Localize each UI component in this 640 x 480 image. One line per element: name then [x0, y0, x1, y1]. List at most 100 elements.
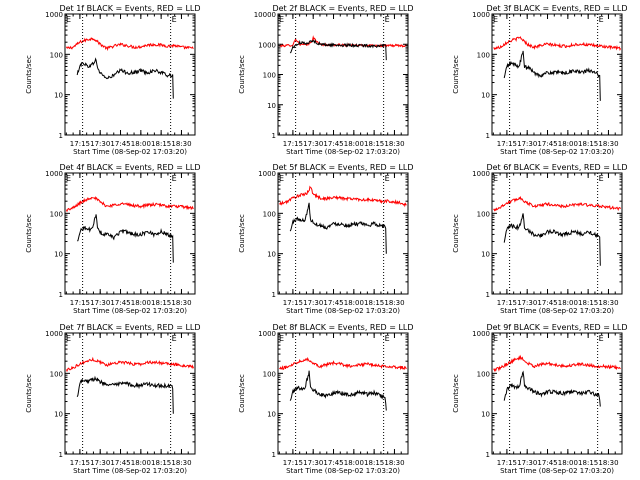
x-tick-label: 17:30 — [303, 299, 323, 307]
lld-series-line — [493, 354, 621, 372]
chart-panel: Det 2f BLACK = Events, RED = LLD Counts/s… — [238, 4, 414, 156]
x-tick-label: 18:15 — [578, 299, 598, 307]
x-axis-label: Start Time (08-Sep-02 17:03:20) — [500, 467, 614, 475]
y-tick-label: 1 — [59, 132, 63, 140]
x-tick-label: 17:30 — [90, 299, 110, 307]
y-axis-label: Counts/sec — [25, 214, 33, 253]
x-tick-label: 18:15 — [151, 140, 171, 148]
x-tick-label: 18:00 — [558, 459, 578, 467]
chart-title: Det 4f BLACK = Events, RED = LLD — [59, 163, 200, 172]
plot-frame — [64, 332, 196, 455]
lld-series-line — [65, 196, 194, 213]
y-tick-label: 100 — [263, 210, 276, 218]
event-marker-label: E — [385, 15, 390, 24]
y-tick-label: 1 — [272, 451, 276, 459]
plot-frame — [491, 172, 623, 295]
x-tick-label: 17:45 — [323, 299, 343, 307]
x-axis-label: Start Time (08-Sep-02 17:03:20) — [286, 148, 400, 156]
chart-title: Det 8f BLACK = Events, RED = LLD — [272, 323, 413, 332]
chart-title: Det 3f BLACK = Events, RED = LLD — [486, 4, 627, 13]
y-tick-label: 1000 — [45, 330, 63, 338]
x-tick-label: 18:30 — [598, 140, 618, 148]
y-tick-label: 1 — [59, 291, 63, 299]
y-tick-label: 1 — [272, 291, 276, 299]
chart-panel: Det 8f BLACK = Events, RED = LLD Counts/s… — [238, 323, 414, 475]
y-tick-label: 10000 — [254, 11, 276, 19]
plot-frame — [64, 172, 196, 295]
y-tick-label: 1000 — [258, 330, 276, 338]
x-axis-label: Start Time (08-Sep-02 17:03:20) — [286, 467, 400, 475]
y-tick-label: 10 — [481, 411, 490, 419]
y-tick-label: 10 — [54, 251, 63, 259]
event-marker-label: E — [279, 174, 284, 183]
x-tick-label: 17:15 — [283, 459, 303, 467]
x-tick-label: 17:15 — [497, 140, 517, 148]
y-tick-label: 10 — [54, 92, 63, 100]
x-tick-label: 18:00 — [558, 140, 578, 148]
plot-frame — [277, 172, 409, 295]
y-tick-label: 10 — [481, 92, 490, 100]
chart-panel: Det 4f BLACK = Events, RED = LLD Counts/s… — [25, 163, 201, 315]
chart-panel: Det 6f BLACK = Events, RED = LLD Counts/s… — [452, 163, 628, 315]
chart-title: Det 9f BLACK = Events, RED = LLD — [486, 323, 627, 332]
y-axis-label: Counts/sec — [25, 374, 33, 413]
y-tick-label: 1000 — [45, 170, 63, 178]
lld-series-line — [65, 37, 194, 52]
x-axis-label: Start Time (08-Sep-02 17:03:20) — [73, 148, 187, 156]
y-tick-label: 1000 — [258, 41, 276, 49]
event-marker-label: E — [599, 334, 604, 343]
y-axis-label: Counts/sec — [238, 374, 246, 413]
y-tick-label: 1000 — [258, 170, 276, 178]
y-tick-label: 10 — [267, 102, 276, 110]
chart-panel: Det 7f BLACK = Events, RED = LLD Counts/s… — [25, 323, 201, 475]
x-tick-label: 18:00 — [131, 299, 151, 307]
y-tick-label: 10 — [267, 411, 276, 419]
events-series-line — [289, 39, 387, 61]
event-marker-label: E — [493, 15, 498, 24]
x-tick-label: 17:15 — [497, 299, 517, 307]
y-axis-label: Counts/sec — [452, 374, 460, 413]
x-tick-label: 17:45 — [537, 140, 557, 148]
chart-title: Det 2f BLACK = Events, RED = LLD — [272, 4, 413, 13]
event-marker-label: E — [279, 334, 284, 343]
chart-panel: Det 1f BLACK = Events, RED = LLD Counts/s… — [25, 4, 201, 156]
events-series-line — [289, 202, 387, 254]
x-tick-label: 18:30 — [384, 299, 404, 307]
x-tick-label: 17:30 — [303, 459, 323, 467]
y-tick-label: 100 — [263, 370, 276, 378]
x-axis-label: Start Time (08-Sep-02 17:03:20) — [500, 307, 614, 315]
y-axis-label: Counts/sec — [25, 55, 33, 94]
chart-panel: Det 5f BLACK = Events, RED = LLD Counts/s… — [238, 163, 414, 315]
y-tick-label: 100 — [477, 51, 490, 59]
y-tick-label: 1000 — [472, 11, 490, 19]
event-marker-label: E — [599, 174, 604, 183]
x-tick-label: 17:30 — [517, 459, 537, 467]
x-tick-label: 17:45 — [110, 140, 130, 148]
y-tick-label: 1 — [486, 451, 490, 459]
y-axis-label: Counts/sec — [238, 55, 246, 94]
lld-series-line — [65, 356, 195, 373]
y-tick-label: 10 — [54, 411, 63, 419]
event-marker-label: E — [66, 15, 71, 24]
event-marker-label: E — [279, 15, 284, 24]
x-tick-label: 17:15 — [497, 459, 517, 467]
y-tick-label: 100 — [477, 210, 490, 218]
x-axis-label: Start Time (08-Sep-02 17:03:20) — [500, 148, 614, 156]
x-tick-label: 18:30 — [384, 459, 404, 467]
y-tick-label: 100 — [50, 51, 63, 59]
x-tick-label: 18:15 — [151, 459, 171, 467]
lld-series-line — [493, 195, 622, 212]
x-tick-label: 18:15 — [578, 459, 598, 467]
event-marker-label: E — [66, 174, 71, 183]
x-tick-label: 17:30 — [90, 140, 110, 148]
x-tick-label: 18:30 — [171, 140, 191, 148]
y-tick-label: 100 — [477, 370, 490, 378]
x-tick-label: 17:45 — [110, 299, 130, 307]
y-tick-label: 10 — [481, 251, 490, 259]
x-tick-label: 18:30 — [598, 299, 618, 307]
x-tick-label: 17:45 — [537, 299, 557, 307]
x-tick-label: 18:15 — [151, 299, 171, 307]
events-series-line — [503, 50, 601, 101]
y-axis-label: Counts/sec — [238, 214, 246, 253]
